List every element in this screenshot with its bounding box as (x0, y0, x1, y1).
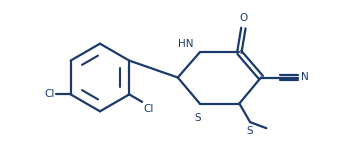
Text: O: O (239, 13, 248, 23)
Text: Cl: Cl (45, 89, 55, 99)
Text: S: S (247, 126, 253, 136)
Text: Cl: Cl (143, 104, 154, 114)
Text: S: S (195, 113, 201, 123)
Text: N: N (301, 73, 308, 82)
Text: HN: HN (178, 39, 194, 49)
